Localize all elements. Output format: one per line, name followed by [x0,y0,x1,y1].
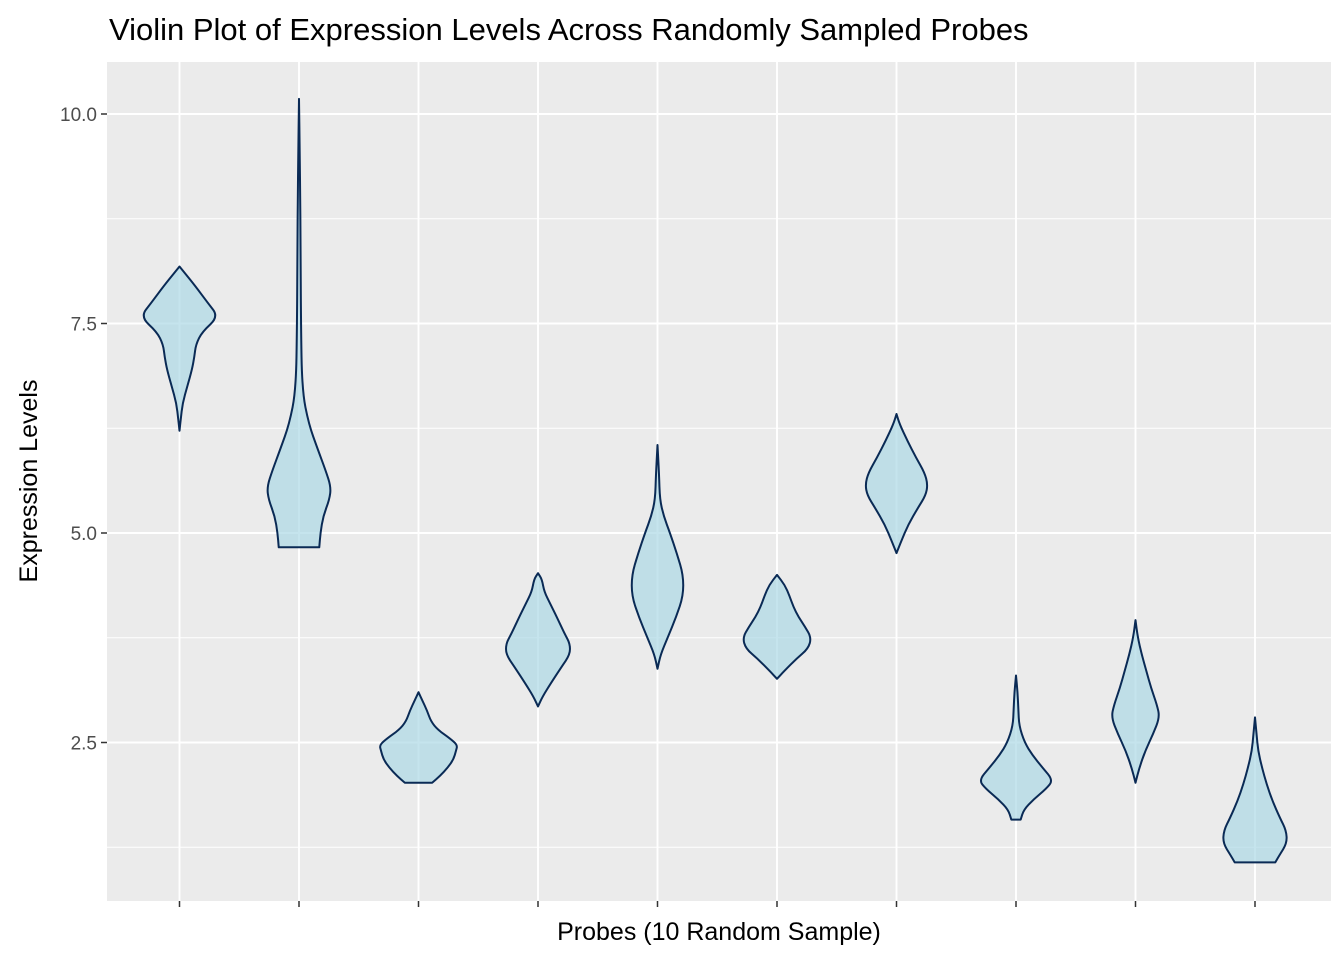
y-tick-label: 2.5 [71,734,97,755]
violin-probe-2 [266,97,332,549]
violin-probe-4 [505,572,571,708]
y-axis-title: Expression Levels [15,380,43,583]
violin-probe-1 [142,265,217,432]
violin-probe-6 [742,573,812,680]
violin-probe-10 [1222,716,1288,864]
violin-probe-3 [379,691,458,784]
violin-probe-7 [864,413,929,555]
y-tick-label: 10.0 [60,105,97,126]
chart-title: Violin Plot of Expression Levels Across … [109,12,1029,47]
y-axis: 2.5 5.0 7.5 10.0 [60,105,107,755]
violin-probe-9 [1111,619,1160,784]
violin-probe-5 [630,444,685,670]
y-tick-label: 5.0 [71,524,97,545]
x-axis-title: Probes (10 Random Sample) [557,918,881,946]
x-axis [178,901,1256,907]
violins [142,97,1288,864]
y-tick-label: 7.5 [71,315,97,336]
violin-probe-8 [979,674,1053,821]
